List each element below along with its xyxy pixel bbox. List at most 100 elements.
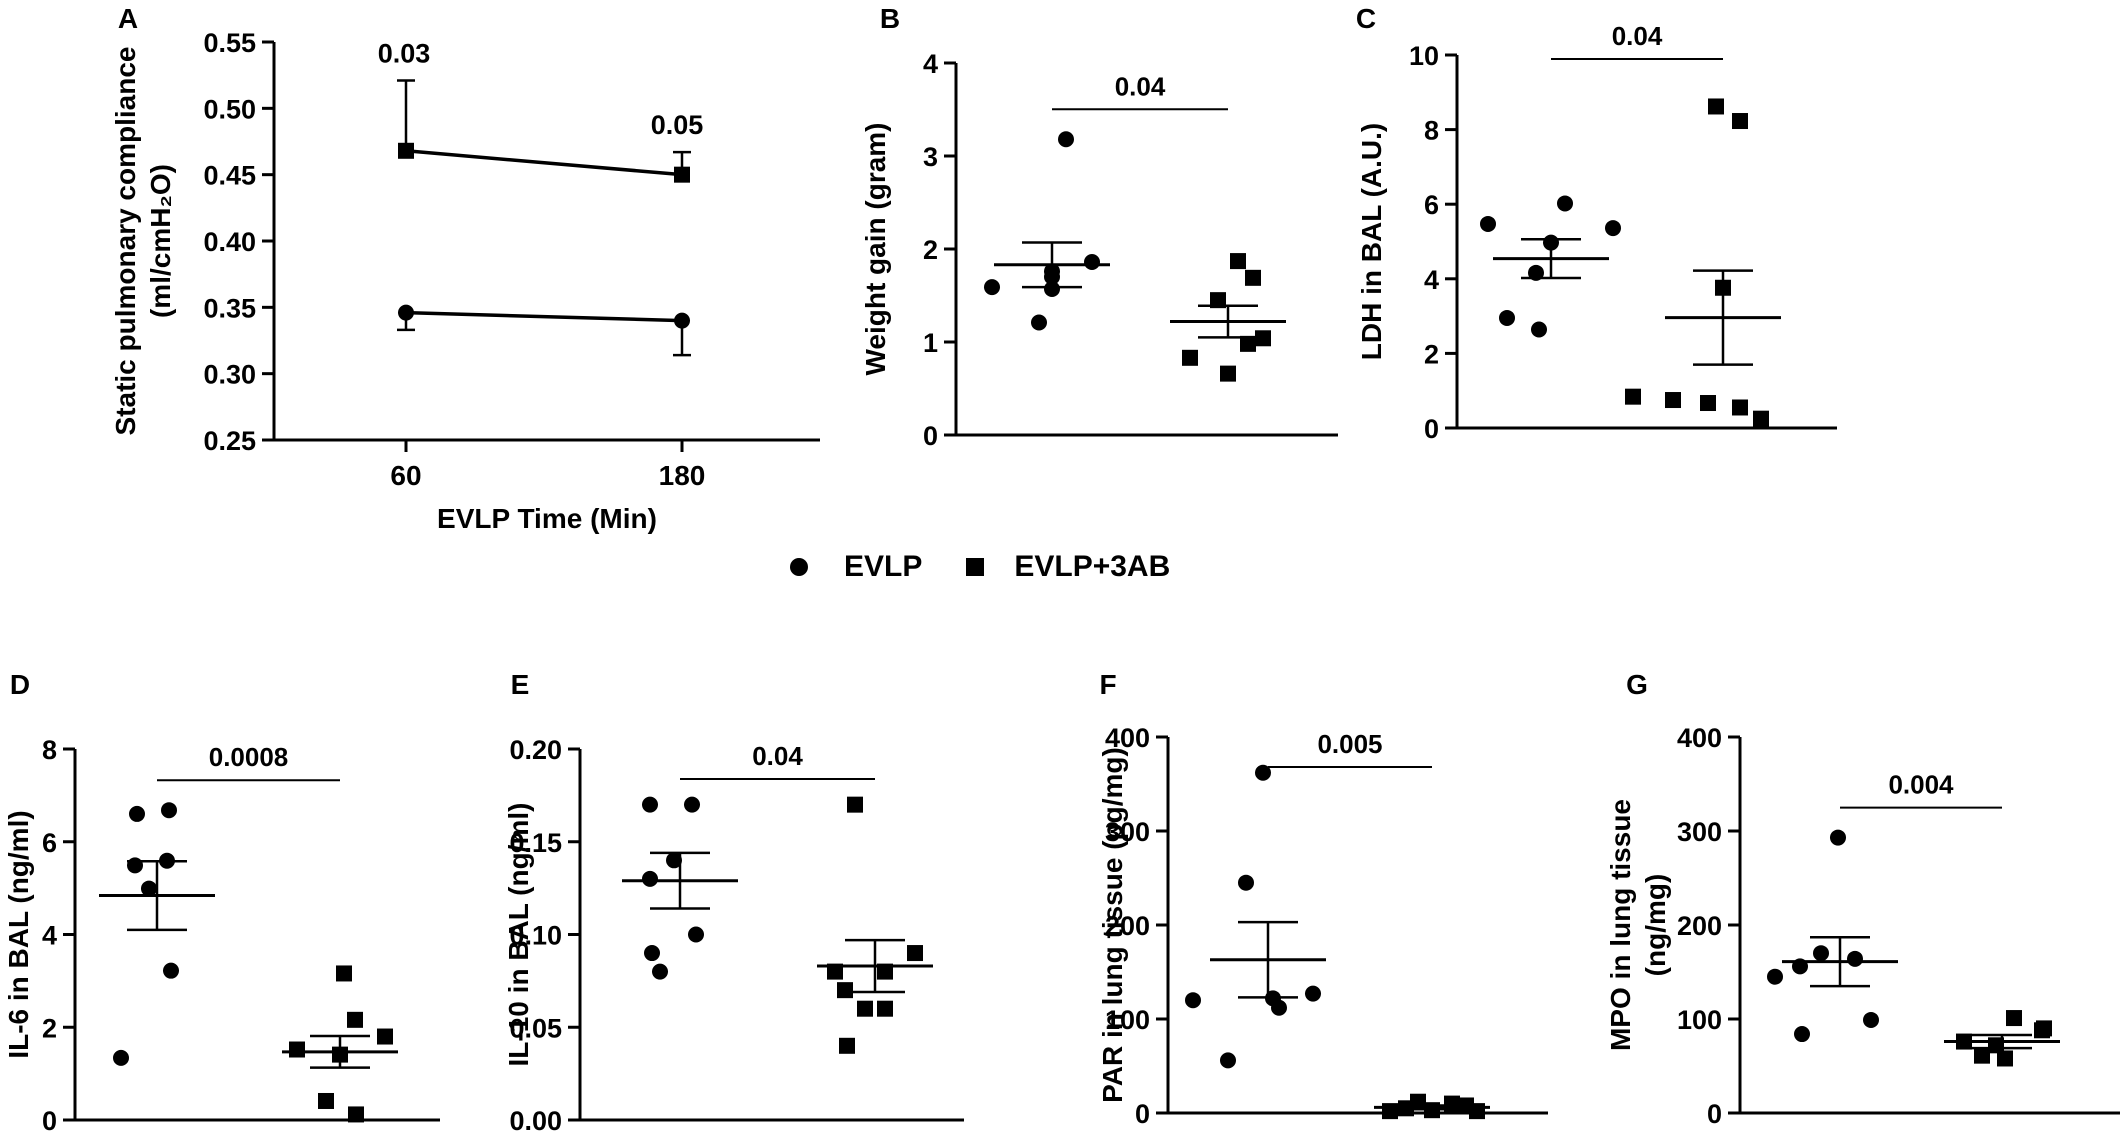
p-value-label: 0.04 [752, 741, 803, 771]
panel-label: A [118, 3, 138, 34]
data-point [688, 926, 704, 943]
data-point [1531, 321, 1547, 338]
y-axis-title: MPO in lung tissue [1605, 799, 1636, 1051]
y-tick-label: 0.20 [509, 735, 562, 765]
data-point [877, 1000, 893, 1017]
data-point [1469, 1103, 1485, 1120]
data-point [1625, 388, 1641, 405]
y-tick-label: 0.55 [203, 28, 256, 58]
y-axis-title: LDH in BAL (A.U.) [1356, 123, 1387, 360]
legend-label-evlp-3ab: EVLP+3AB [1014, 550, 1171, 583]
data-point [857, 1000, 873, 1017]
data-point [318, 1092, 334, 1109]
data-point [652, 963, 668, 980]
data-point [839, 1037, 855, 1054]
p-value-label: 0.005 [1317, 729, 1382, 759]
y-axis-title: Static pulmonary compliance [110, 47, 141, 436]
data-point [1182, 349, 1198, 366]
data-point [1382, 1103, 1398, 1120]
y-tick-label: 2 [42, 1013, 57, 1043]
y-tick-label: 10 [1409, 41, 1439, 71]
data-point [398, 142, 414, 159]
y-tick-label: 0.45 [203, 161, 256, 191]
p-value-annotation: 0.05 [651, 110, 704, 140]
data-point [984, 279, 1000, 296]
y-tick-label: 6 [1424, 190, 1439, 220]
y-tick-label: 1 [923, 328, 938, 358]
data-point [837, 982, 853, 999]
x-axis-title: EVLP Time (Min) [437, 503, 657, 534]
data-point [129, 805, 145, 822]
y-tick-label: 0 [1707, 1099, 1722, 1129]
panel-label: B [880, 3, 900, 34]
data-point [127, 857, 143, 874]
data-point [1708, 98, 1724, 115]
data-point [2006, 1010, 2022, 1027]
y-tick-label: 0.25 [203, 426, 256, 456]
data-point [1732, 113, 1748, 130]
legend-item-evlp-3ab: EVLP+3AB [966, 550, 1170, 584]
p-value-label: 0.04 [1612, 21, 1663, 51]
data-point [1220, 365, 1236, 382]
y-tick-label: 0.35 [203, 293, 256, 323]
y-tick-label: 8 [1424, 116, 1439, 146]
y-tick-label: 3 [923, 142, 938, 172]
y-tick-label: 4 [42, 921, 57, 951]
data-point [1058, 131, 1074, 148]
data-point [1863, 1011, 1879, 1028]
data-point [1255, 330, 1271, 347]
y-tick-label: 4 [1424, 265, 1439, 295]
data-point [1557, 195, 1573, 212]
y-tick-label: 200 [1677, 911, 1722, 941]
legend-item-evlp: EVLP [790, 550, 922, 584]
y-tick-label: 0.30 [203, 360, 256, 390]
p-value-annotation: 0.03 [378, 38, 431, 68]
panel-label: E [511, 669, 530, 700]
y-tick-label: 400 [1105, 723, 1150, 753]
data-point [1767, 968, 1783, 985]
y-tick-label: 8 [42, 735, 57, 765]
data-point [1084, 254, 1100, 271]
data-point [1271, 999, 1287, 1016]
y-axis-title: IL-6 in BAL (ng/ml) [3, 810, 34, 1058]
data-point [1238, 874, 1254, 891]
y-tick-label: 0 [923, 421, 938, 451]
panel-label: D [10, 669, 30, 700]
data-point [1245, 269, 1261, 286]
panel-label: G [1626, 669, 1648, 700]
data-point [1185, 992, 1201, 1009]
y-tick-label: 4 [923, 49, 938, 79]
data-point [1220, 1052, 1236, 1069]
p-value-label: 0.04 [1115, 71, 1166, 101]
data-point [161, 802, 177, 819]
y-tick-label: 6 [42, 828, 57, 858]
series-line [405, 310, 683, 323]
y-tick-label: 0 [1135, 1099, 1150, 1129]
data-point [1499, 309, 1515, 326]
y-axis-title-unit: (ng/mg) [1640, 874, 1671, 977]
data-point [666, 852, 682, 869]
y-axis-title: PAR in lung tissue (pg/mg) [1097, 747, 1128, 1103]
data-point [113, 1049, 129, 1066]
data-point [1230, 253, 1246, 270]
y-tick-label: 0.50 [203, 94, 256, 124]
panel-a: A 0.25 0.30 0.35 0.40 0.45 0.50 0.55 Static pulm… [110, 3, 820, 534]
y-axis-title: IL-10 in BAL (ng/ml) [503, 803, 534, 1067]
data-point [1665, 392, 1681, 409]
data-point [2034, 1022, 2050, 1039]
data-point [347, 1011, 363, 1028]
y-tick-label: 0.10 [509, 921, 562, 951]
x-tick-label: 60 [390, 460, 421, 491]
data-point [644, 945, 660, 962]
panel-b: B 0 1 2 3 4 Weight gain (gram) 0.04 [860, 3, 1338, 451]
legend-label-evlp: EVLP [844, 550, 923, 583]
panel-e: E 0.00 0.05 0.10 0.15 0.20 IL-10 in BAL (ng/ml… [503, 669, 964, 1132]
y-tick-label: 0 [42, 1106, 57, 1132]
data-point [827, 963, 843, 980]
y-tick-label: 400 [1677, 723, 1722, 753]
data-point [1813, 945, 1829, 962]
data-point [877, 963, 893, 980]
data-point [684, 796, 700, 813]
